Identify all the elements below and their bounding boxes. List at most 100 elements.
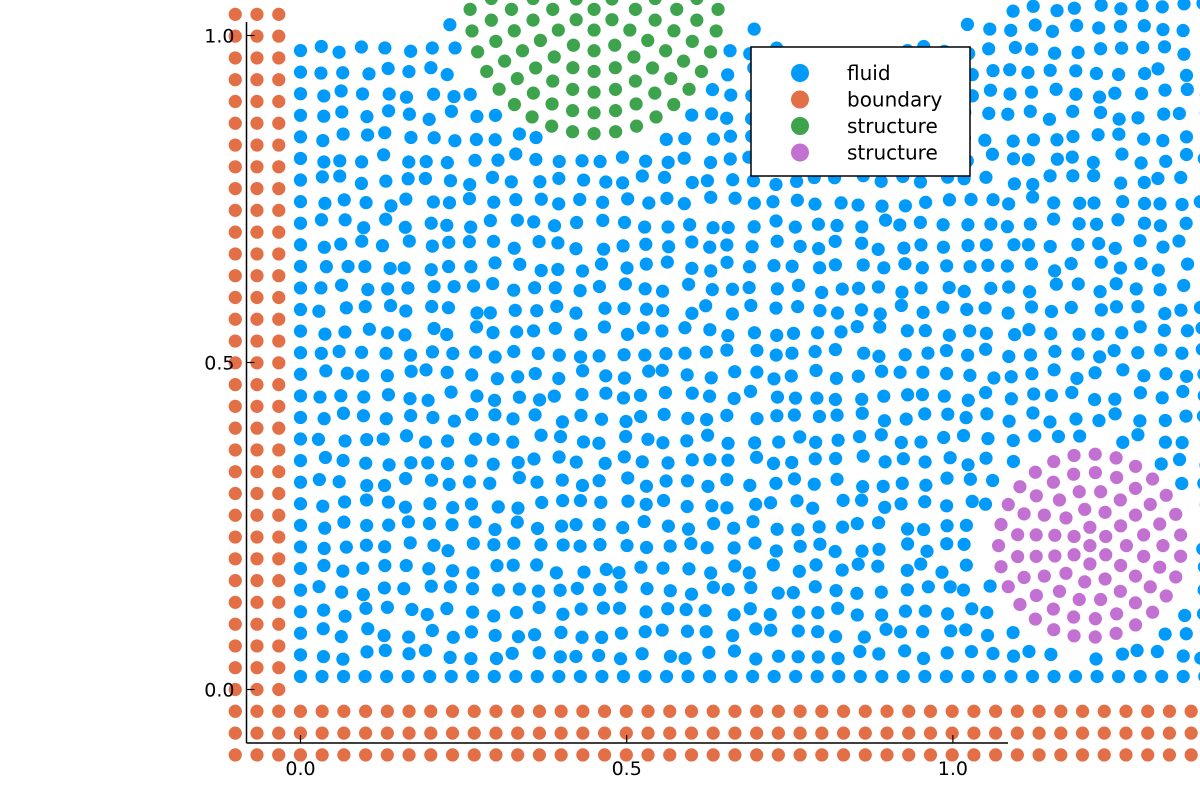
fluid-particle xyxy=(1180,369,1194,383)
boundary-particle xyxy=(880,748,894,762)
fluid-particle xyxy=(316,650,331,664)
fluid-particle xyxy=(1070,18,1084,33)
fluid-particle xyxy=(984,217,998,231)
fluid-particle xyxy=(979,170,993,184)
fluid-particle xyxy=(661,456,675,470)
fluid-particle xyxy=(920,544,934,558)
fluid-particle xyxy=(918,455,932,469)
fluid-particle xyxy=(1177,278,1191,293)
fluid-particle xyxy=(1021,238,1036,252)
fluid-particle xyxy=(594,257,609,271)
fluid-particle xyxy=(721,328,735,343)
fluid-particle xyxy=(469,132,483,147)
fluid-particle xyxy=(1112,112,1126,126)
fluid-particle xyxy=(1129,282,1143,296)
boundary-particles xyxy=(228,7,1198,762)
fluid-particle xyxy=(293,583,308,597)
fluid-particle xyxy=(940,499,954,513)
fluid-particle xyxy=(552,171,566,185)
fluid-particle xyxy=(960,302,974,317)
fluid-particle xyxy=(656,493,671,508)
structure-particle xyxy=(676,54,691,68)
fluid-particle xyxy=(1112,127,1126,141)
fluid-particle xyxy=(293,130,308,144)
structure-particle xyxy=(484,13,498,27)
structure-particle xyxy=(1072,592,1086,607)
fluid-particle xyxy=(595,630,609,645)
boundary-particle xyxy=(272,290,286,305)
structure-particle xyxy=(648,13,662,27)
fluid-particle xyxy=(599,175,613,189)
fluid-particle xyxy=(979,238,993,252)
fluid-particle xyxy=(377,581,391,595)
fluid-particle xyxy=(871,559,885,573)
fluid-particle xyxy=(1050,152,1064,166)
fluid-particle xyxy=(510,325,524,339)
fluid-particle xyxy=(635,455,649,469)
fluid-particle xyxy=(704,264,718,278)
fluid-particle xyxy=(1150,644,1164,659)
fluid-particle xyxy=(1043,239,1057,254)
structure-particle xyxy=(515,44,530,58)
fluid-particle xyxy=(575,478,590,493)
fluid-particle xyxy=(744,580,758,595)
fluid-particle xyxy=(809,363,823,378)
fluid-particle xyxy=(444,104,458,118)
boundary-particle xyxy=(250,682,264,697)
structure-particle xyxy=(547,50,561,64)
boundary-particle xyxy=(272,552,286,566)
structure-particle xyxy=(1128,596,1143,610)
fluid-particle xyxy=(828,258,843,272)
fluid-particle xyxy=(381,282,395,296)
fluid-particle xyxy=(511,455,525,470)
boundary-particle xyxy=(228,312,242,326)
structure-particle xyxy=(1001,580,1015,594)
fluid-particle xyxy=(317,558,331,573)
boundary-particle xyxy=(250,704,264,718)
fluid-particle xyxy=(700,541,714,555)
fluid-particle xyxy=(680,368,694,382)
fluid-particle xyxy=(1044,327,1058,341)
structure-particle xyxy=(994,560,1008,574)
fluid-particle xyxy=(336,453,350,468)
structure-particle xyxy=(1037,508,1051,522)
fluid-particle xyxy=(809,558,823,572)
fluid-particle xyxy=(333,154,347,168)
fluid-particle xyxy=(382,87,396,101)
fluid-particle xyxy=(569,306,583,320)
fluid-particle xyxy=(398,328,412,342)
boundary-particle xyxy=(228,182,242,196)
fluid-particle xyxy=(831,433,845,447)
fluid-particle xyxy=(913,175,928,189)
structure-particle xyxy=(1088,612,1102,626)
structure-1-particles xyxy=(463,0,725,141)
fluid-particle xyxy=(398,500,413,514)
fluid-particle xyxy=(830,218,844,233)
fluid-particle xyxy=(318,196,332,210)
fluid-particle xyxy=(1042,112,1057,126)
fluid-particle xyxy=(1091,128,1105,142)
fluid-particle xyxy=(743,384,758,398)
fluid-particle xyxy=(811,605,825,620)
fluid-particle xyxy=(423,669,437,684)
boundary-particle xyxy=(272,421,286,435)
boundary-particle xyxy=(272,748,286,762)
fluid-particle xyxy=(488,133,502,147)
fluid-particle xyxy=(721,68,735,82)
fluid-particle xyxy=(617,371,632,385)
fluid-particle xyxy=(470,109,484,123)
fluid-particle xyxy=(491,500,505,514)
boundary-particle xyxy=(272,465,286,479)
fluid-particle xyxy=(663,584,677,598)
y-tick-label: 0.0 xyxy=(204,680,234,702)
fluid-particle xyxy=(1158,413,1172,428)
fluid-particle xyxy=(766,195,780,209)
structure-particle xyxy=(587,127,601,141)
fluid-particle xyxy=(657,407,671,421)
fluid-particle xyxy=(655,284,670,298)
fluid-particle xyxy=(894,298,908,313)
fluid-particle xyxy=(576,173,591,187)
boundary-particle xyxy=(1141,704,1155,718)
fluid-particle xyxy=(680,499,694,514)
boundary-particle xyxy=(663,704,677,718)
